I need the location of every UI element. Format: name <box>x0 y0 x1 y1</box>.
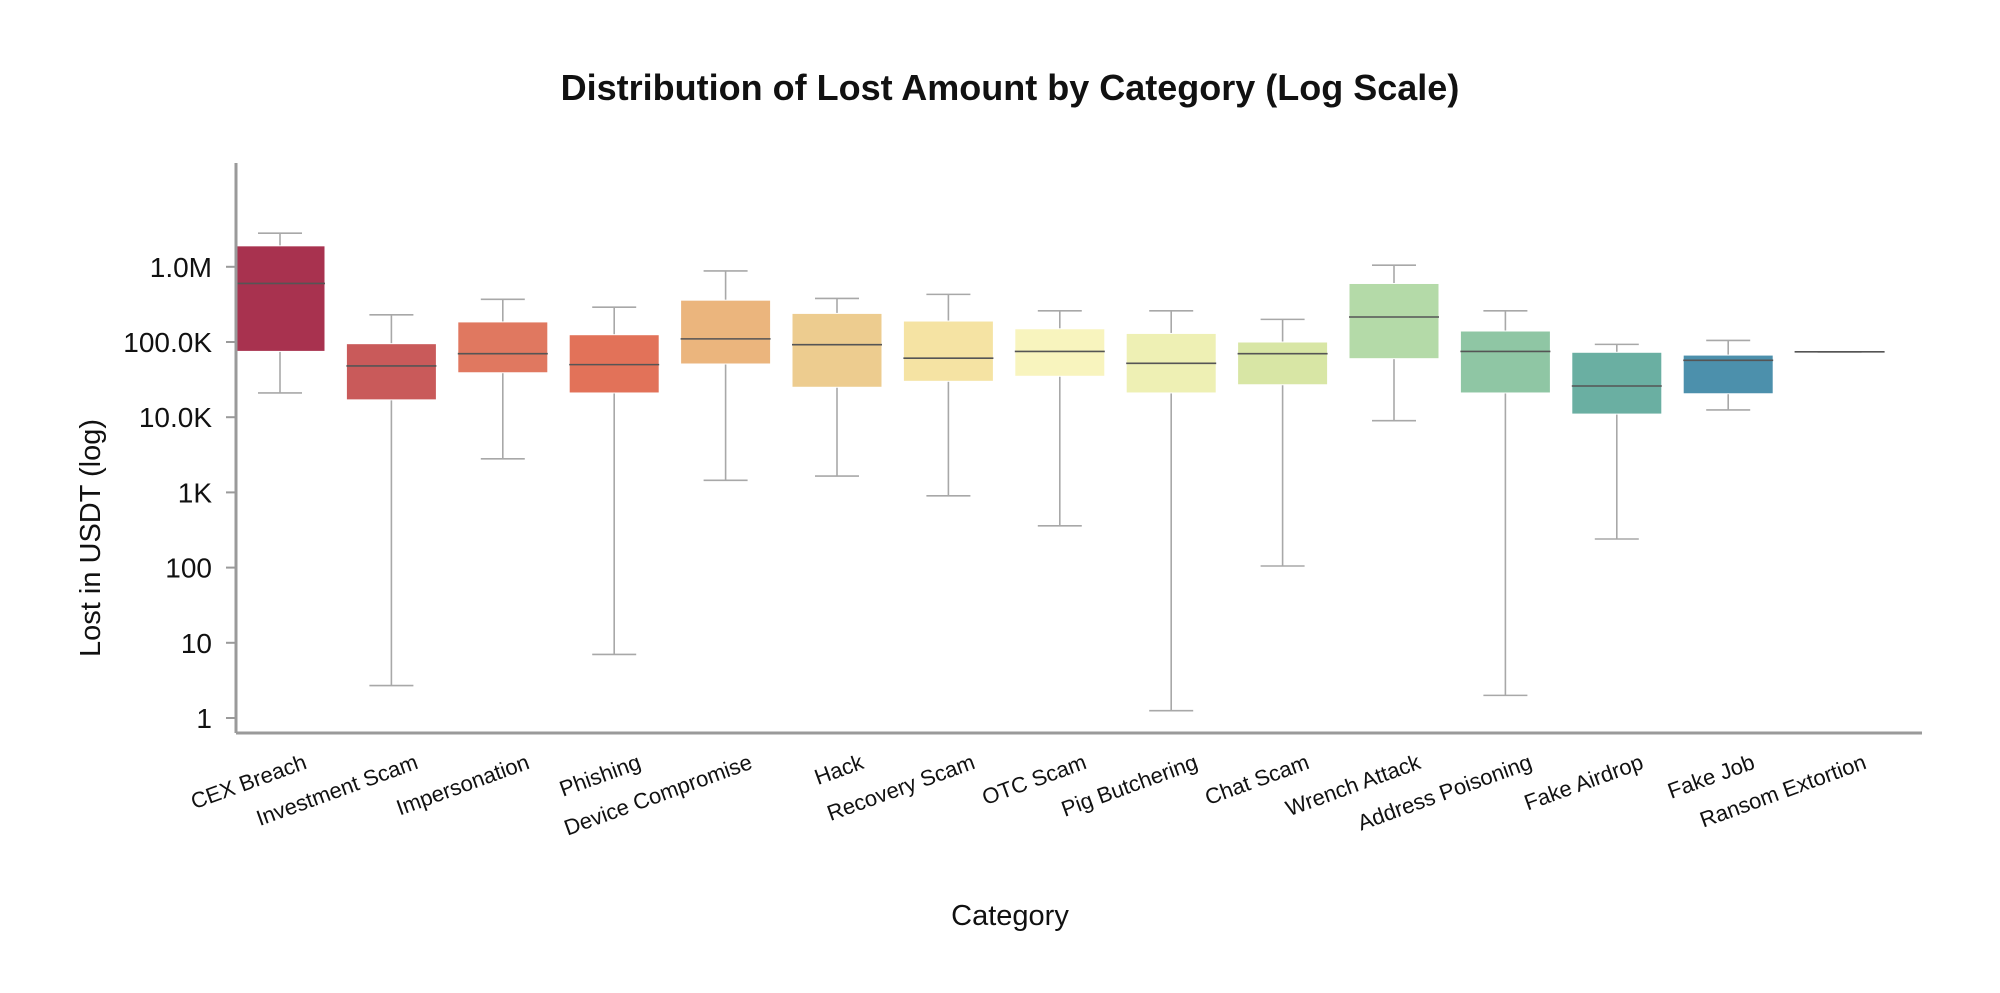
box-14 <box>1682 339 1774 411</box>
box-3 <box>457 298 549 460</box>
x-axis-title: Category <box>951 900 1069 932</box>
iqr-box <box>1682 354 1774 395</box>
box-1 <box>234 232 326 394</box>
y-tick-label: 100 <box>165 553 212 584</box>
box-10 <box>1237 318 1329 567</box>
iqr-box <box>680 299 772 365</box>
y-tick-label: 100.0K <box>123 327 212 358</box>
box-2 <box>345 313 437 687</box>
x-tick-label: Fake Airdrop <box>1521 749 1647 815</box>
iqr-box <box>1348 282 1440 360</box>
iqr-box <box>234 245 326 352</box>
chart-title: Distribution of Lost Amount by Category … <box>561 67 1460 108</box>
box-13 <box>1571 343 1663 540</box>
boxes-layer <box>234 232 1885 712</box>
y-tick-label: 1K <box>178 477 213 508</box>
box-6 <box>791 297 883 477</box>
y-tick-label: 1.0M <box>150 252 212 283</box>
y-tick-label: 10.0K <box>139 402 212 433</box>
y-tick-label: 1 <box>196 703 212 734</box>
y-axis-title: Lost in USDT (log) <box>75 419 107 657</box>
box-5 <box>680 270 772 482</box>
box-12 <box>1459 309 1551 697</box>
box-7 <box>902 293 994 497</box>
box-4 <box>568 306 660 656</box>
y-axis-ticks: 1 10 100 1K 10.0K 100.0K 1.0M <box>123 252 236 734</box>
iqr-box <box>902 320 994 382</box>
iqr-box <box>791 312 883 388</box>
box-9 <box>1125 309 1217 712</box>
iqr-box <box>1237 341 1329 386</box>
x-tick-label: Hack <box>811 749 868 790</box>
iqr-box <box>1571 351 1663 415</box>
x-tick-label: Device Compromise <box>561 749 756 840</box>
iqr-box <box>345 343 437 401</box>
iqr-box <box>1459 330 1551 394</box>
box-8 <box>1014 309 1106 527</box>
iqr-box <box>1014 328 1106 377</box>
y-tick-label: 10 <box>181 628 212 659</box>
iqr-box <box>457 321 549 374</box>
box-11 <box>1348 264 1440 422</box>
